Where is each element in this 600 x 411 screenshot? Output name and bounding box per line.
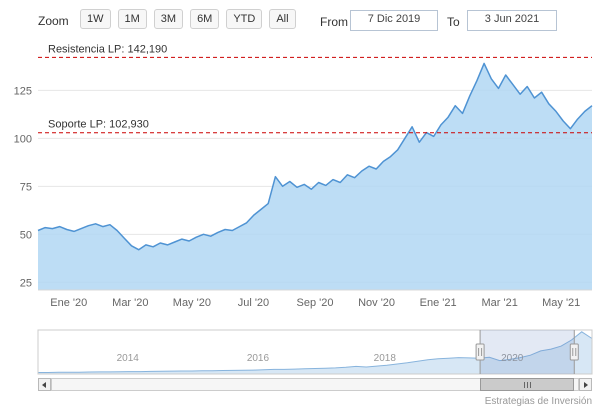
x-axis-label: Jul '20 <box>238 297 269 309</box>
x-axis-label: Mar '20 <box>112 297 148 309</box>
range-button-all[interactable]: All <box>269 9 296 29</box>
from-label: From <box>320 15 348 29</box>
scrollbar-left-arrow[interactable] <box>38 378 51 391</box>
x-axis-label: Nov '20 <box>358 297 395 309</box>
plotline-label: Resistencia LP: 142,190 <box>48 43 167 55</box>
y-axis-label: 125 <box>14 85 32 97</box>
navigator-year-label: 2018 <box>374 353 397 364</box>
from-date-input[interactable]: 7 Dic 2019 <box>350 10 438 31</box>
price-area <box>38 63 592 291</box>
navigator-year-label: 2014 <box>117 353 140 364</box>
navigator-line <box>38 331 593 373</box>
navigator-handle-left[interactable] <box>475 343 485 361</box>
scrollbar-thumb[interactable] <box>480 378 574 391</box>
x-axis-label: Ene '21 <box>420 297 457 309</box>
zoom-label: Zoom <box>38 14 69 28</box>
y-axis-label: 25 <box>20 277 32 289</box>
x-axis-label: Mar '21 <box>481 297 517 309</box>
attribution: Estrategias de Inversión <box>484 396 592 407</box>
navigator-year-label: 2020 <box>501 353 524 364</box>
right-triangle-icon <box>584 382 588 388</box>
to-label: To <box>447 15 460 29</box>
left-triangle-icon <box>42 382 46 388</box>
x-axis-label: May '20 <box>173 297 211 309</box>
plotline-label: Soporte LP: 102,930 <box>48 119 149 131</box>
navigator-handle-right[interactable] <box>569 343 579 361</box>
scrollbar-right-arrow[interactable] <box>579 378 592 391</box>
price-line <box>37 62 593 251</box>
range-button-group: 1W 1M 3M 6M YTD All <box>80 9 296 29</box>
x-axis-label: Ene '20 <box>50 297 87 309</box>
x-axis-label: Sep '20 <box>297 297 334 309</box>
to-date-input[interactable]: 3 Jun 2021 <box>467 10 557 31</box>
y-axis-label: 75 <box>20 181 32 193</box>
range-button-3m[interactable]: 3M <box>153 9 184 29</box>
range-button-6m[interactable]: 6M <box>190 9 220 29</box>
range-button-1w[interactable]: 1W <box>80 9 111 29</box>
navigator-svg[interactable]: 2014 2016 2018 2020 <box>0 328 600 378</box>
navigator-year-label: 2016 <box>247 353 270 364</box>
y-axis-label: 50 <box>20 229 32 241</box>
navigator-outline <box>37 329 593 375</box>
navigator-selection[interactable] <box>480 330 575 374</box>
main-chart-svg[interactable]: 25 50 75 100 125 Resistencia LP: 142,190 Sopor… <box>0 28 600 313</box>
y-axis-label: 100 <box>14 133 32 145</box>
scrollbar-track[interactable] <box>51 378 579 391</box>
scrollbar <box>38 378 592 391</box>
navigator-area <box>38 331 592 374</box>
scrollbar-grip-icon <box>527 382 528 388</box>
x-axis-label: May '21 <box>542 297 580 309</box>
range-button-1m[interactable]: 1M <box>117 9 147 29</box>
range-button-ytd[interactable]: YTD <box>226 9 263 29</box>
